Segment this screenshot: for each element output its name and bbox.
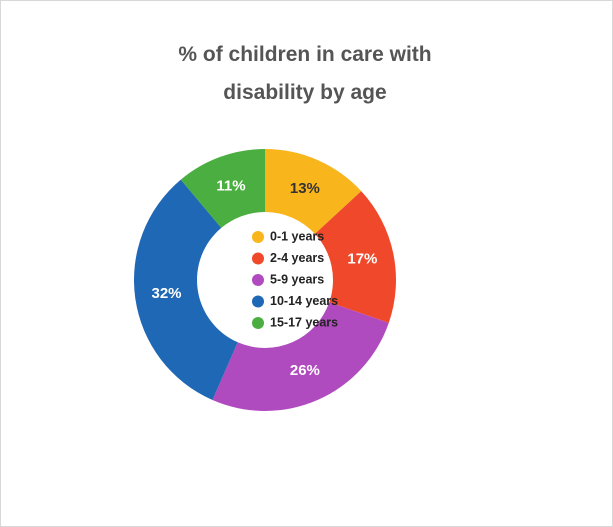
donut-segment xyxy=(265,149,362,234)
data-label: 32% xyxy=(151,285,181,302)
donut-segment xyxy=(180,149,265,228)
legend-swatch xyxy=(252,295,264,308)
legend-label: 0-1 years xyxy=(270,229,324,243)
data-label: 26% xyxy=(290,362,320,379)
donut-segment xyxy=(314,191,396,323)
donut-segment xyxy=(134,179,238,401)
legend-swatch xyxy=(252,274,264,286)
legend-swatch xyxy=(252,317,264,329)
legend-label: 15-17 years xyxy=(270,315,338,329)
donut-segment xyxy=(212,302,389,411)
chart-title: % of children in care with disability by … xyxy=(178,43,431,104)
data-label: 17% xyxy=(347,251,377,268)
legend-swatch xyxy=(252,231,264,243)
legend-swatch xyxy=(252,252,264,265)
legend-label: 2-4 years xyxy=(270,251,324,265)
legend-label: 5-9 years xyxy=(270,272,324,286)
legend-label: 10-14 years xyxy=(270,294,338,308)
data-label: 11% xyxy=(216,177,245,194)
data-label: 13% xyxy=(290,180,320,197)
donut-hole xyxy=(198,213,332,347)
